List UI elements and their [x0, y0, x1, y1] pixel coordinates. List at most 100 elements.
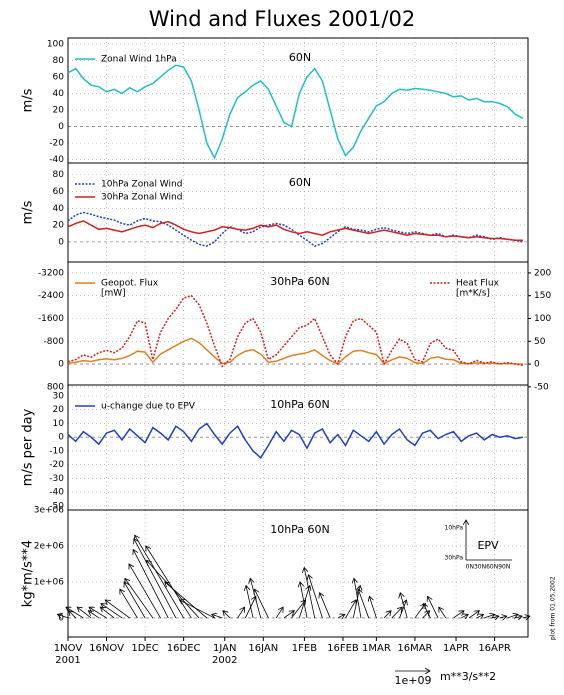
- flux-arrow: [423, 604, 431, 619]
- flux-arrow: [400, 593, 408, 619]
- flux-arrow: [515, 616, 522, 618]
- y2-tick-label: -50: [534, 382, 549, 392]
- legend-label: 30hPa Zonal Wind: [101, 193, 182, 203]
- flux-arrow: [254, 589, 269, 619]
- flux-arrow: [304, 568, 316, 619]
- flux-arrow: [484, 614, 495, 618]
- y-tick-label: 60: [53, 187, 65, 197]
- y-tick-label: 80: [53, 56, 65, 66]
- y2-tick-label: 200: [534, 268, 551, 278]
- inset-title: EPV: [477, 539, 499, 552]
- legend-label: Geopot. Flux: [101, 279, 159, 289]
- x-tick-label: 16FEB: [327, 643, 359, 654]
- y-tick-label: -10: [49, 446, 64, 456]
- y-tick-label: 20: [53, 106, 65, 116]
- flux-arrow: [100, 607, 115, 619]
- flux-arrow: [352, 586, 360, 619]
- inset-x-label: 0N30N60N90N: [466, 564, 511, 571]
- x-tick-label: 1APR: [443, 643, 469, 654]
- flux-arrow: [453, 611, 464, 619]
- flux-arrow: [476, 614, 484, 618]
- x-tick-label: 1MAR: [362, 643, 391, 654]
- legend-label: Heat Flux: [456, 279, 500, 289]
- legend-label: u-change due to EPV: [101, 402, 196, 412]
- flux-arrow: [439, 607, 447, 619]
- y2-tick-label: 150: [534, 291, 551, 301]
- y-tick-label: 30: [53, 391, 65, 401]
- reference-label: 1e+09: [395, 674, 432, 687]
- y-tick-label: -2400: [38, 291, 64, 301]
- series-line: [67, 220, 523, 241]
- y-axis-label: kg*m/s**4: [21, 540, 36, 607]
- x-tick-label: 16JAN: [248, 643, 278, 654]
- y-tick-label: -20: [49, 139, 64, 149]
- series-line: [67, 294, 524, 368]
- flux-arrow: [422, 611, 430, 619]
- footnote: plot from 01.05.2002: [550, 576, 557, 640]
- x-tick-label: 16MAR: [397, 643, 432, 654]
- flux-arrow: [77, 607, 92, 619]
- panel-frame: [67, 509, 529, 638]
- panel-annotation: 10hPa 60N: [270, 398, 330, 411]
- inset-y-label: 10hPa: [445, 525, 464, 532]
- series-line: [67, 337, 523, 365]
- y-tick-label: 0: [58, 237, 64, 247]
- flux-arrow: [383, 611, 391, 619]
- y-tick-label: -3200: [38, 268, 64, 278]
- flux-arrow: [291, 600, 306, 619]
- flux-arrow: [135, 535, 184, 619]
- y-tick-label: 3e+06: [34, 506, 65, 516]
- y-axis-label: m/s per day: [21, 408, 36, 486]
- flux-arrow: [120, 589, 138, 619]
- flux-arrow: [66, 607, 84, 619]
- y-tick-label: 800: [47, 382, 64, 392]
- x-tick-label: 1NOV: [54, 643, 83, 654]
- x-tick-label: 16APR: [478, 643, 511, 654]
- reference-units: m**3/s**2: [440, 670, 496, 683]
- flux-arrow: [354, 578, 362, 619]
- y-tick-label: 40: [53, 204, 65, 214]
- panel-annotation: 60N: [289, 51, 311, 64]
- flux-arrow: [89, 607, 107, 619]
- y2-tick-label: 100: [534, 314, 551, 324]
- y-tick-label: 0: [58, 360, 64, 370]
- flux-arrow: [275, 607, 283, 619]
- flux-arrow: [283, 611, 295, 619]
- y-tick-label: -40: [49, 488, 64, 498]
- flux-arrow: [522, 616, 530, 618]
- y-tick-label: -1600: [38, 314, 64, 324]
- flux-arrow: [428, 596, 439, 619]
- flux-arrow: [246, 586, 254, 619]
- panel-annotation: 10hPa 60N: [270, 523, 330, 536]
- x-tick-year: 2001: [55, 655, 80, 666]
- y-tick-label: 20: [53, 405, 65, 415]
- flux-arrow: [369, 596, 377, 619]
- flux-arrow: [250, 578, 262, 619]
- flux-arrow: [499, 616, 507, 618]
- y-tick-label: 0: [58, 122, 64, 132]
- y-axis-label: m/s: [21, 200, 36, 224]
- flux-arrow: [507, 614, 518, 618]
- y-tick-label: 0: [58, 433, 64, 443]
- x-tick-label: 1FEB: [292, 643, 317, 654]
- flux-arrow: [125, 578, 154, 619]
- y-tick-label: 100: [47, 39, 64, 49]
- y-tick-label: -800: [44, 337, 65, 347]
- legend-unit: [mW]: [101, 289, 126, 299]
- y-tick-label: 20: [53, 221, 65, 231]
- panel-annotation: 30hPa 60N: [270, 275, 330, 288]
- flux-arrow: [391, 607, 403, 619]
- y-tick-label: -30: [49, 474, 64, 484]
- flux-arrow: [298, 586, 310, 619]
- y-tick-label: 40: [53, 89, 65, 99]
- flux-arrow: [124, 582, 146, 619]
- y-tick-label: -50: [49, 501, 64, 511]
- flux-arrow: [212, 614, 223, 618]
- x-tick-label: 1DEC: [131, 643, 158, 654]
- y-tick-label: 80: [53, 170, 65, 180]
- y-tick-label: -40: [49, 155, 64, 165]
- flux-arrow: [358, 589, 370, 619]
- flux-arrow: [223, 611, 231, 619]
- panel-annotation: 60N: [289, 176, 311, 189]
